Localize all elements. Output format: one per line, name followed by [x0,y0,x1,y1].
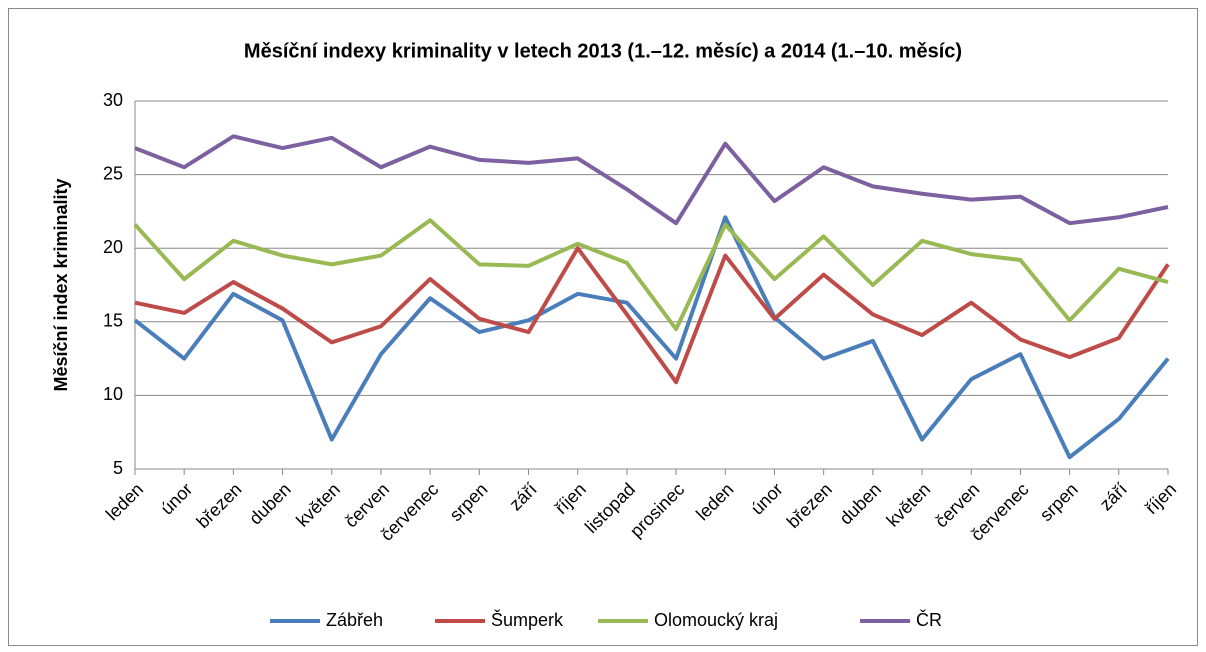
legend-label: ČR [916,609,942,630]
series-line [133,218,1169,332]
chart-frame [8,8,1198,646]
legend-label: Šumperk [491,609,564,630]
y-tick-label: 30 [103,90,123,110]
y-tick-label: 25 [103,163,123,183]
series-line [133,215,1170,460]
chart-title: Měsíční indexy kriminality v letech 2013… [244,40,962,62]
legend-label: Zábřeh [326,610,383,630]
y-tick-label: 20 [103,237,123,257]
series-line [134,246,1170,385]
y-tick-label: 10 [103,384,123,404]
y-tick-label: 5 [113,458,123,478]
y-tick-label: 15 [103,311,123,331]
legend-label: Olomoucký kraj [654,610,778,630]
series-line [134,134,1169,226]
y-axis-label: Měsíční index kriminality [51,178,71,391]
